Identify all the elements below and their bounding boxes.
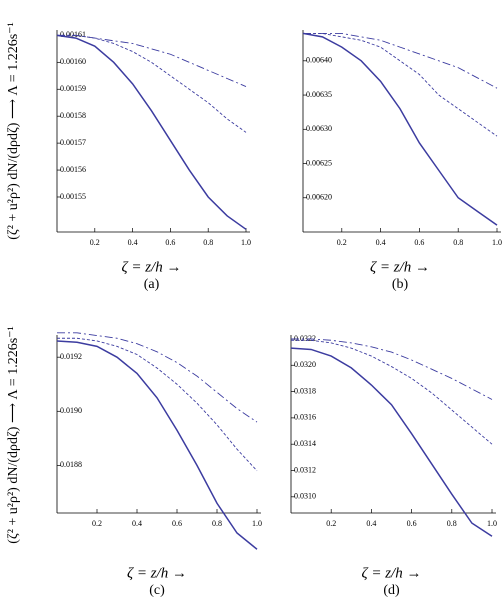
x-tick-label: 0.8 [212, 519, 222, 528]
y-tick-label: 0.0314 [294, 439, 316, 448]
curve [302, 32, 498, 226]
y-tick-label: 0.00155 [60, 192, 86, 201]
x-tick-label: 1.0 [492, 238, 502, 247]
caption: (a) [144, 277, 160, 292]
x-tick-label: 0.8 [203, 238, 213, 247]
x-tick-label: 0.6 [165, 238, 175, 247]
y-tick-label: 0.0318 [294, 386, 316, 395]
y-tick-label: 0.00161 [60, 30, 86, 39]
y-tick-label: 0.0192 [60, 352, 82, 361]
curve [303, 32, 498, 89]
x-tick-label: 0.6 [407, 519, 417, 528]
y-tick-label: 0.0312 [294, 465, 316, 474]
y-tick-label: 0.00156 [60, 165, 86, 174]
caption: (d) [383, 583, 400, 598]
y-axis-label: (ζ² + u²ρ²) dN/(dρdζ) ⟶ Λ = 1.226s⁻¹ [6, 326, 21, 544]
caption: (c) [149, 583, 165, 598]
curve [57, 34, 247, 87]
y-tick-label: 0.00157 [60, 138, 86, 147]
y-tick-label: 0.00159 [60, 84, 86, 93]
x-tick-label: 0.4 [132, 519, 142, 528]
x-tick-label: 0.2 [90, 238, 100, 247]
y-tick-label: 0.00625 [306, 158, 332, 167]
y-tick-label: 0.0310 [294, 492, 316, 501]
curve [57, 332, 258, 423]
y-tick-label: 0.0316 [294, 413, 316, 422]
x-axis-label: ζ = z/h → [362, 565, 422, 581]
curve [291, 338, 493, 400]
y-tick-label: 0.00160 [60, 57, 86, 66]
x-tick-label: 1.0 [252, 519, 262, 528]
y-tick-label: 0.0190 [60, 406, 82, 415]
x-tick-label: 0.6 [172, 519, 182, 528]
curve [57, 337, 258, 472]
y-tick-label: 0.0320 [294, 360, 316, 369]
x-tick-label: 1.0 [487, 519, 497, 528]
x-tick-label: 0.4 [376, 238, 386, 247]
x-tick-label: 0.2 [92, 519, 102, 528]
curve [290, 347, 493, 537]
y-tick-label: 0.00158 [60, 111, 86, 120]
x-tick-label: 1.0 [241, 238, 251, 247]
curve [291, 339, 493, 445]
x-tick-label: 0.4 [366, 519, 376, 528]
y-tick-label: 0.00635 [306, 90, 332, 99]
x-tick-label: 0.4 [128, 238, 138, 247]
x-axis-label: ζ = z/h → [127, 565, 187, 581]
curve [56, 340, 258, 550]
caption: (b) [392, 277, 409, 292]
y-tick-label: 0.0188 [60, 460, 82, 469]
curve [57, 34, 247, 133]
y-tick-label: 0.0322 [294, 334, 316, 343]
x-tick-label: 0.6 [414, 238, 424, 247]
x-tick-label: 0.8 [453, 238, 463, 247]
curve [303, 32, 498, 137]
y-tick-label: 0.00630 [306, 124, 332, 133]
y-axis-label: (ζ² + u²ρ²) dN/(dρdζ) ⟶ Λ = 1.226s⁻¹ [6, 22, 21, 240]
x-tick-label: 0.2 [337, 238, 347, 247]
x-axis-label: ζ = z/h → [122, 259, 182, 275]
x-tick-label: 0.8 [447, 519, 457, 528]
y-tick-label: 0.00640 [306, 56, 332, 65]
x-tick-label: 0.2 [326, 519, 336, 528]
curve [56, 34, 247, 230]
y-tick-label: 0.00620 [306, 193, 332, 202]
x-axis-label: ζ = z/h → [370, 259, 430, 275]
